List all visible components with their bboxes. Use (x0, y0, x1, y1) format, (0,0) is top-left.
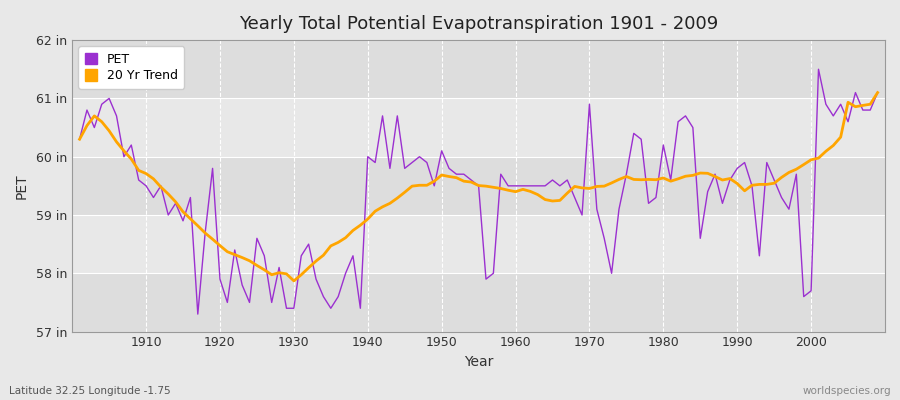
Line: PET: PET (79, 69, 878, 314)
20 Yr Trend (347, 228, 358, 233)
20 Yr Trend (289, 278, 300, 283)
PET (74, 137, 85, 142)
Bar (72, 40, 885, 98)
Line: 20 Yr Trend: 20 Yr Trend (79, 92, 878, 281)
Bar (72, 273, 885, 332)
20 Yr Trend (303, 265, 314, 270)
PET (510, 184, 521, 188)
Bar (72, 157, 885, 215)
20 Yr Trend (518, 187, 528, 192)
PET (303, 242, 314, 246)
Y-axis label: PET: PET (15, 173, 29, 199)
Legend: PET, 20 Yr Trend: PET, 20 Yr Trend (78, 46, 184, 89)
PET (347, 254, 358, 258)
PET (193, 312, 203, 316)
PET (813, 67, 824, 72)
20 Yr Trend (74, 137, 85, 142)
Text: Latitude 32.25 Longitude -1.75: Latitude 32.25 Longitude -1.75 (9, 386, 171, 396)
Text: worldspecies.org: worldspecies.org (803, 386, 891, 396)
PET (872, 90, 883, 95)
20 Yr Trend (510, 189, 521, 194)
Title: Yearly Total Potential Evapotranspiration 1901 - 2009: Yearly Total Potential Evapotranspiratio… (239, 15, 718, 33)
20 Yr Trend (133, 168, 144, 173)
PET (133, 178, 144, 182)
X-axis label: Year: Year (464, 355, 493, 369)
20 Yr Trend (872, 90, 883, 95)
20 Yr Trend (607, 180, 617, 185)
PET (518, 184, 528, 188)
PET (607, 271, 617, 276)
